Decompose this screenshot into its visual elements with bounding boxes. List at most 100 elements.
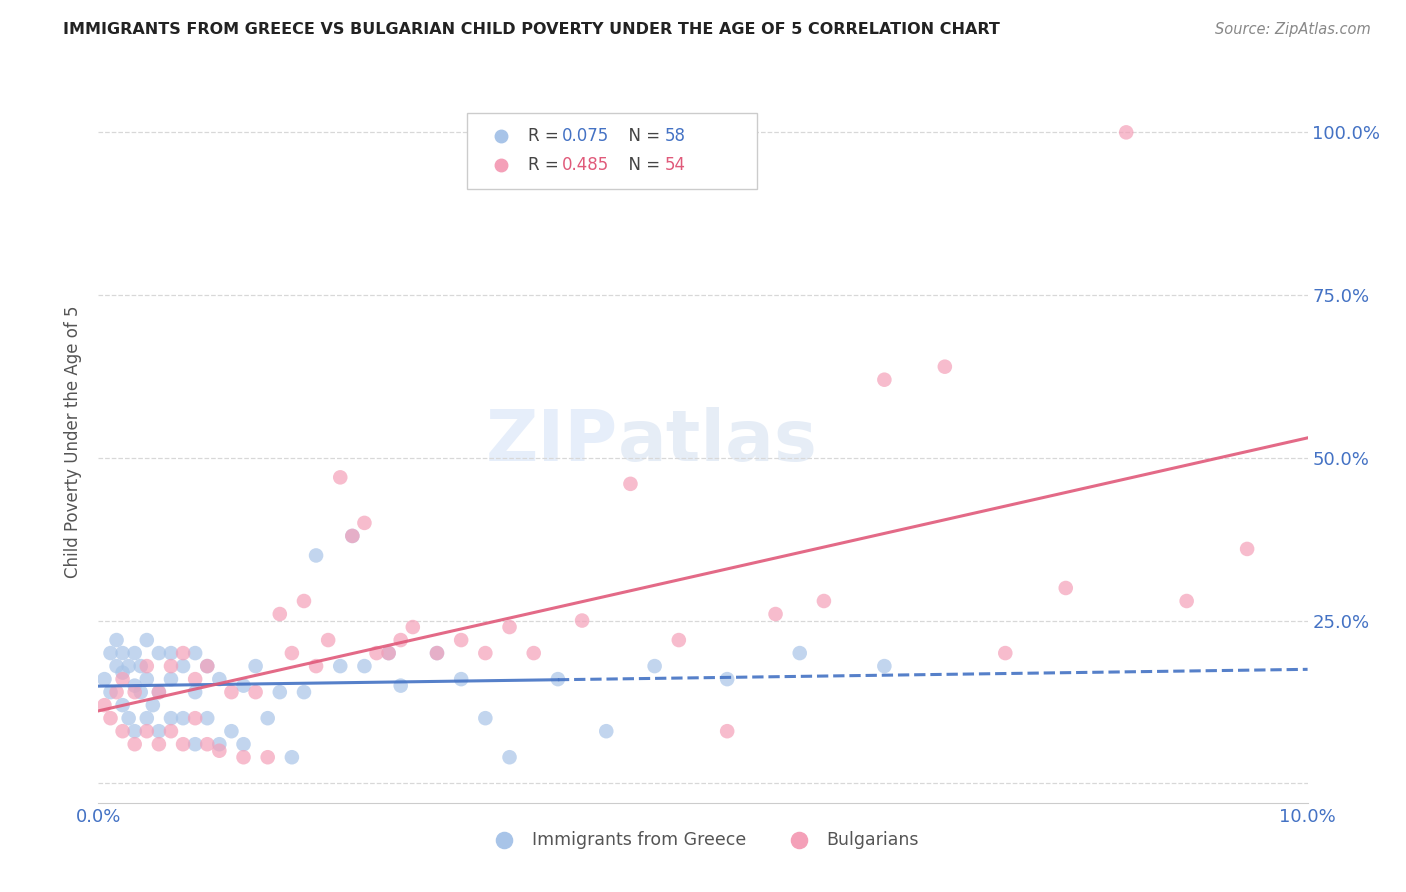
- FancyBboxPatch shape: [467, 112, 758, 189]
- Text: 0.485: 0.485: [561, 156, 609, 174]
- Point: [426, 646, 449, 660]
- Point: [498, 620, 520, 634]
- Point: [129, 659, 152, 673]
- Point: [353, 659, 375, 673]
- Point: [160, 724, 183, 739]
- Point: [523, 646, 546, 660]
- Point: [232, 679, 254, 693]
- Legend: Immigrants from Greece, Bulgarians: Immigrants from Greece, Bulgarians: [481, 823, 925, 855]
- Text: R =: R =: [527, 127, 564, 145]
- Point: [389, 679, 412, 693]
- Point: [498, 750, 520, 764]
- Point: [474, 711, 496, 725]
- Point: [1175, 594, 1198, 608]
- Point: [789, 646, 811, 660]
- Point: [281, 750, 304, 764]
- Text: Source: ZipAtlas.com: Source: ZipAtlas.com: [1215, 22, 1371, 37]
- Point: [148, 685, 170, 699]
- Point: [232, 737, 254, 751]
- Point: [474, 646, 496, 660]
- Point: [256, 750, 278, 764]
- Point: [135, 711, 157, 725]
- Point: [450, 672, 472, 686]
- Point: [571, 614, 593, 628]
- Point: [172, 646, 194, 660]
- Point: [118, 711, 141, 725]
- Point: [172, 711, 194, 725]
- Text: 0.075: 0.075: [561, 127, 609, 145]
- Point: [172, 659, 194, 673]
- Point: [716, 672, 738, 686]
- Point: [105, 685, 128, 699]
- Point: [595, 724, 617, 739]
- Point: [668, 633, 690, 648]
- Point: [195, 711, 218, 725]
- Point: [813, 594, 835, 608]
- Point: [118, 659, 141, 673]
- Point: [100, 685, 122, 699]
- Point: [292, 685, 315, 699]
- Point: [208, 737, 231, 751]
- Text: IMMIGRANTS FROM GREECE VS BULGARIAN CHILD POVERTY UNDER THE AGE OF 5 CORRELATION: IMMIGRANTS FROM GREECE VS BULGARIAN CHIL…: [63, 22, 1000, 37]
- Point: [377, 646, 399, 660]
- Point: [450, 633, 472, 648]
- Point: [269, 685, 291, 699]
- Point: [93, 672, 115, 686]
- Point: [765, 607, 787, 621]
- Point: [305, 549, 328, 563]
- Point: [195, 737, 218, 751]
- Point: [195, 659, 218, 673]
- Point: [269, 607, 291, 621]
- Point: [124, 646, 146, 660]
- Point: [389, 633, 412, 648]
- Point: [329, 659, 352, 673]
- Point: [366, 646, 388, 660]
- Text: R =: R =: [527, 156, 564, 174]
- Y-axis label: Child Poverty Under the Age of 5: Child Poverty Under the Age of 5: [65, 305, 83, 578]
- Point: [208, 672, 231, 686]
- Point: [716, 724, 738, 739]
- Point: [172, 737, 194, 751]
- Point: [124, 679, 146, 693]
- Point: [135, 724, 157, 739]
- Text: ZIP: ZIP: [486, 407, 619, 476]
- Text: N =: N =: [619, 127, 665, 145]
- Point: [184, 646, 207, 660]
- Point: [111, 724, 134, 739]
- Point: [160, 659, 183, 673]
- Point: [426, 646, 449, 660]
- Point: [221, 724, 243, 739]
- Point: [644, 659, 666, 673]
- Point: [377, 646, 399, 660]
- Point: [135, 672, 157, 686]
- Text: N =: N =: [619, 156, 665, 174]
- Point: [353, 516, 375, 530]
- Point: [111, 672, 134, 686]
- Point: [305, 659, 328, 673]
- Point: [195, 659, 218, 673]
- Point: [184, 737, 207, 751]
- Point: [873, 373, 896, 387]
- Point: [148, 685, 170, 699]
- Point: [619, 476, 641, 491]
- Point: [281, 646, 304, 660]
- Point: [1054, 581, 1077, 595]
- Point: [316, 633, 339, 648]
- Text: 54: 54: [664, 156, 685, 174]
- Point: [105, 659, 128, 673]
- Point: [148, 646, 170, 660]
- Point: [160, 672, 183, 686]
- Point: [342, 529, 364, 543]
- Point: [124, 737, 146, 751]
- Point: [184, 685, 207, 699]
- Point: [1115, 125, 1137, 139]
- Point: [256, 711, 278, 725]
- Point: [100, 711, 122, 725]
- Point: [1236, 541, 1258, 556]
- Point: [208, 744, 231, 758]
- Point: [142, 698, 165, 713]
- Point: [105, 633, 128, 648]
- Point: [221, 685, 243, 699]
- Point: [124, 685, 146, 699]
- Point: [547, 672, 569, 686]
